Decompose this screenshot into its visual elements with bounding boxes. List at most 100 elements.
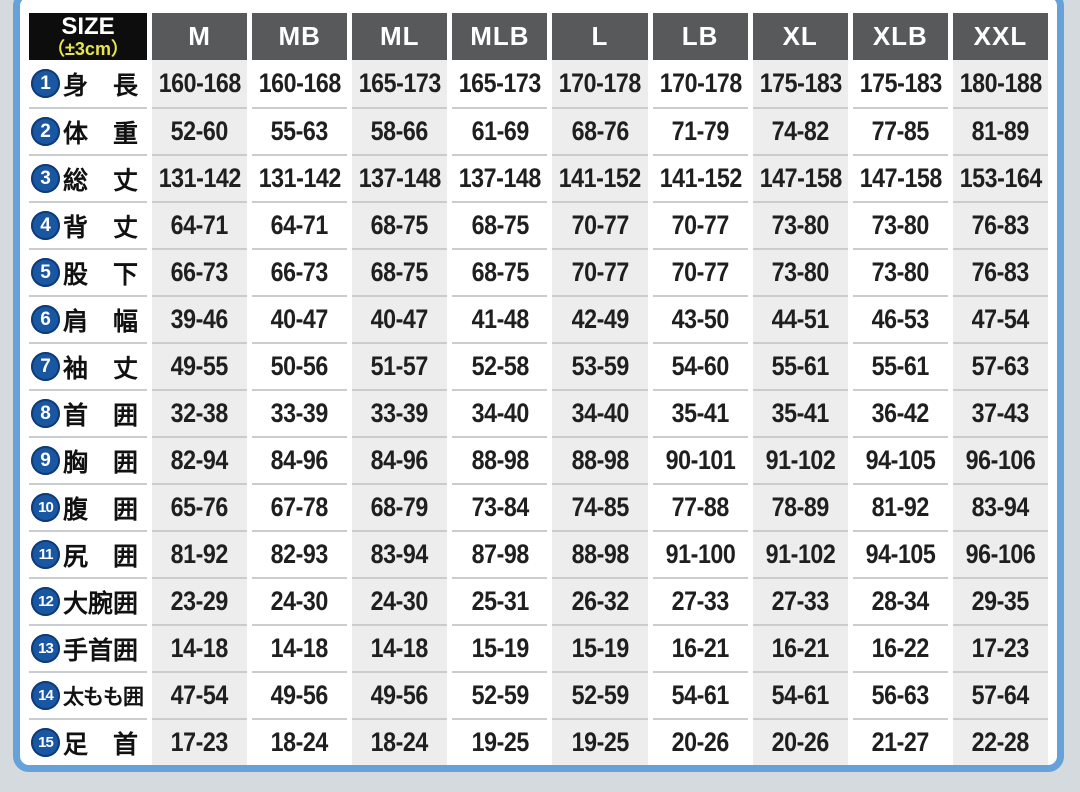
size-value-cell: 160-168 [252,60,348,107]
size-value-cell: 52-59 [552,671,648,718]
size-value-cell: 82-94 [152,436,248,483]
size-range-value: 68-79 [371,492,429,522]
size-range-value: 43-50 [671,304,729,334]
size-value-cell: 34-40 [452,389,548,436]
size-value-cell: 14-18 [152,624,248,671]
size-range-value: 46-53 [871,304,930,334]
size-value-cell: 14-18 [352,624,448,671]
size-value-cell: 17-23 [952,624,1048,671]
row-number-badge: 14 [31,681,60,710]
row-label: 身 長 [63,71,139,100]
size-range-value: 94-105 [865,445,936,475]
size-range-value: 27-33 [771,586,830,616]
size-range-value: 68-75 [371,257,429,287]
size-range-value: 24-30 [371,586,429,616]
size-range-value: 141-152 [559,163,642,193]
size-range-value: 180-188 [959,68,1043,98]
size-range-value: 175-183 [759,68,842,98]
size-chart-panel: SIZE （±3cm） M MB ML MLB L LB XL XLB XXL 1 身 長 16… [13,0,1064,772]
size-range-value: 15-19 [471,633,529,663]
row-label: 大腕囲 [63,589,139,618]
size-value-cell: 27-33 [752,577,848,624]
size-value-cell: 83-94 [952,483,1048,530]
size-value-cell: 42-49 [552,295,648,342]
size-range-value: 18-24 [271,727,329,757]
size-value-cell: 55-61 [852,342,948,389]
row-number-badge: 8 [31,399,60,428]
size-tolerance-note: （±3cm） [47,38,129,59]
size-value-cell: 91-102 [752,530,848,577]
size-range-value: 81-92 [170,539,229,569]
size-range-value: 83-94 [371,539,429,569]
size-value-cell: 84-96 [352,436,448,483]
size-value-cell: 25-31 [452,577,548,624]
size-range-value: 165-173 [358,68,442,98]
size-range-value: 28-34 [871,586,930,616]
size-range-value: 84-96 [271,445,329,475]
size-range-value: 88-98 [471,445,529,475]
size-value-cell: 165-173 [352,60,448,107]
size-range-value: 36-42 [871,398,930,428]
size-range-value: 74-85 [571,492,629,522]
size-value-cell: 29-35 [952,577,1048,624]
size-range-value: 33-39 [371,398,429,428]
size-value-cell: 26-32 [552,577,648,624]
size-value-cell: 131-142 [152,154,248,201]
size-value-cell: 64-71 [152,201,248,248]
size-range-value: 14-18 [371,633,429,663]
size-value-cell: 170-178 [652,60,748,107]
size-range-value: 54-61 [771,680,830,710]
size-value-cell: 81-92 [152,530,248,577]
size-value-cell: 74-85 [552,483,648,530]
row-label: 胸 囲 [63,448,139,477]
size-range-value: 35-41 [771,398,830,428]
size-value-cell: 52-59 [452,671,548,718]
size-value-cell: 21-27 [852,718,948,765]
size-value-cell: 73-80 [852,248,948,295]
size-range-value: 68-76 [571,116,629,146]
size-value-cell: 83-94 [352,530,448,577]
table-row: 12 大腕囲 23-29 24-30 24-30 25-31 26-32 27-33 27-… [29,577,1048,624]
row-number-badge: 4 [31,211,60,240]
size-range-value: 42-49 [571,304,629,334]
size-value-cell: 175-183 [852,60,948,107]
size-range-value: 19-25 [571,727,629,757]
size-value-cell: 40-47 [252,295,348,342]
size-value-cell: 57-64 [952,671,1048,718]
row-label-cell: 14 太もも囲 [29,671,147,718]
size-range-value: 147-158 [859,163,942,193]
table-row: 9 胸 囲 82-94 84-96 84-96 88-98 88-98 90-101 91-… [29,436,1048,483]
size-value-cell: 81-92 [852,483,948,530]
size-range-value: 19-25 [471,727,529,757]
size-range-value: 47-54 [170,680,229,710]
size-value-cell: 43-50 [652,295,748,342]
size-range-value: 57-64 [971,680,1030,710]
table-row: 8 首 囲 32-38 33-39 33-39 34-40 34-40 35-41 35-4… [29,389,1048,436]
row-number-badge: 9 [31,446,60,475]
size-value-cell: 24-30 [352,577,448,624]
size-range-value: 34-40 [571,398,629,428]
size-range-value: 49-56 [271,680,329,710]
size-value-cell: 70-77 [552,248,648,295]
size-value-cell: 20-26 [652,718,748,765]
size-value-cell: 65-76 [152,483,248,530]
size-range-value: 33-39 [271,398,329,428]
row-number-badge: 13 [31,634,60,663]
size-range-value: 141-152 [659,163,742,193]
size-value-cell: 34-40 [552,389,648,436]
size-range-value: 14-18 [271,633,329,663]
size-range-value: 17-23 [170,727,229,757]
size-range-value: 29-35 [971,586,1030,616]
size-range-value: 26-32 [571,586,629,616]
size-value-cell: 16-21 [652,624,748,671]
row-label-cell: 7 袖 丈 [29,342,147,389]
size-value-cell: 68-76 [552,107,648,154]
size-range-value: 57-63 [971,351,1030,381]
row-label-cell: 6 肩 幅 [29,295,147,342]
size-value-cell: 147-158 [752,154,848,201]
table-row: 13 手首囲 14-18 14-18 14-18 15-19 15-19 16-21 16-… [29,624,1048,671]
size-range-value: 16-21 [771,633,830,663]
size-value-cell: 24-30 [252,577,348,624]
size-range-value: 165-173 [459,68,542,98]
size-value-cell: 54-61 [752,671,848,718]
